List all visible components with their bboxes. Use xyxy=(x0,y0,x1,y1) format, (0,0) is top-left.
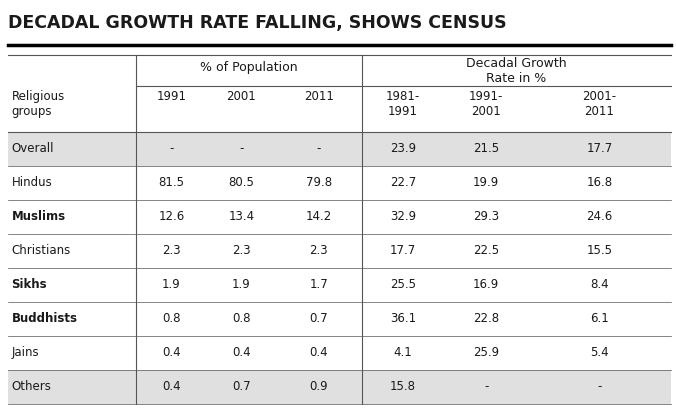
Text: -: - xyxy=(169,142,174,156)
Text: 0.4: 0.4 xyxy=(162,380,180,393)
Text: 0.9: 0.9 xyxy=(310,380,328,393)
Text: 0.4: 0.4 xyxy=(162,346,180,359)
Text: 2.3: 2.3 xyxy=(232,244,251,257)
Text: 4.1: 4.1 xyxy=(393,346,412,359)
Text: 23.9: 23.9 xyxy=(390,142,416,156)
Text: 1991: 1991 xyxy=(156,90,187,103)
Text: -: - xyxy=(484,380,488,393)
Text: 16.8: 16.8 xyxy=(587,176,612,189)
Text: 25.5: 25.5 xyxy=(390,278,416,291)
Text: Others: Others xyxy=(11,380,51,393)
Text: 0.8: 0.8 xyxy=(162,312,180,325)
Text: 32.9: 32.9 xyxy=(390,210,416,223)
FancyBboxPatch shape xyxy=(8,132,671,166)
Text: 6.1: 6.1 xyxy=(590,312,609,325)
Text: Sikhs: Sikhs xyxy=(11,278,47,291)
Text: 0.8: 0.8 xyxy=(232,312,251,325)
Text: Buddhists: Buddhists xyxy=(11,312,78,325)
Text: 15.5: 15.5 xyxy=(587,244,612,257)
Text: DECADAL GROWTH RATE FALLING, SHOWS CENSUS: DECADAL GROWTH RATE FALLING, SHOWS CENSU… xyxy=(8,14,507,32)
Text: 1.9: 1.9 xyxy=(232,278,251,291)
Text: Christians: Christians xyxy=(11,244,71,257)
Text: 2.3: 2.3 xyxy=(162,244,180,257)
Text: 1981-
1991: 1981- 1991 xyxy=(386,90,420,118)
Text: Muslims: Muslims xyxy=(11,210,66,223)
Text: 14.2: 14.2 xyxy=(306,210,332,223)
Text: 24.6: 24.6 xyxy=(586,210,612,223)
Text: 21.5: 21.5 xyxy=(473,142,499,156)
Text: 15.8: 15.8 xyxy=(390,380,416,393)
Text: 12.6: 12.6 xyxy=(158,210,185,223)
Text: 16.9: 16.9 xyxy=(473,278,500,291)
Text: 22.8: 22.8 xyxy=(473,312,499,325)
Text: 80.5: 80.5 xyxy=(228,176,254,189)
Text: 0.7: 0.7 xyxy=(232,380,251,393)
Text: 13.4: 13.4 xyxy=(228,210,254,223)
Text: 19.9: 19.9 xyxy=(473,176,500,189)
Text: 0.4: 0.4 xyxy=(310,346,328,359)
Text: -: - xyxy=(598,380,602,393)
Text: 2011: 2011 xyxy=(304,90,334,103)
Text: 8.4: 8.4 xyxy=(590,278,609,291)
Text: Religious
groups: Religious groups xyxy=(11,90,65,118)
Text: Jains: Jains xyxy=(11,346,39,359)
Text: 2001-
2011: 2001- 2011 xyxy=(583,90,617,118)
Text: 0.4: 0.4 xyxy=(232,346,251,359)
Text: 1.9: 1.9 xyxy=(162,278,180,291)
Text: 79.8: 79.8 xyxy=(306,176,332,189)
Text: 17.7: 17.7 xyxy=(390,244,416,257)
Text: 29.3: 29.3 xyxy=(473,210,499,223)
Text: % of Population: % of Population xyxy=(200,61,297,75)
FancyBboxPatch shape xyxy=(8,369,671,404)
Text: 22.7: 22.7 xyxy=(390,176,416,189)
Text: 2.3: 2.3 xyxy=(310,244,328,257)
Text: 5.4: 5.4 xyxy=(590,346,609,359)
Text: 81.5: 81.5 xyxy=(158,176,185,189)
Text: 2001: 2001 xyxy=(226,90,256,103)
Text: 25.9: 25.9 xyxy=(473,346,499,359)
Text: 1.7: 1.7 xyxy=(310,278,328,291)
Text: 0.7: 0.7 xyxy=(310,312,328,325)
Text: 17.7: 17.7 xyxy=(586,142,612,156)
Text: 36.1: 36.1 xyxy=(390,312,416,325)
Text: 22.5: 22.5 xyxy=(473,244,499,257)
Text: -: - xyxy=(316,142,321,156)
Text: Decadal Growth
Rate in %: Decadal Growth Rate in % xyxy=(466,57,566,85)
Text: Overall: Overall xyxy=(11,142,54,156)
Text: Hindus: Hindus xyxy=(11,176,52,189)
Text: -: - xyxy=(239,142,243,156)
Text: 1991-
2001: 1991- 2001 xyxy=(469,90,504,118)
